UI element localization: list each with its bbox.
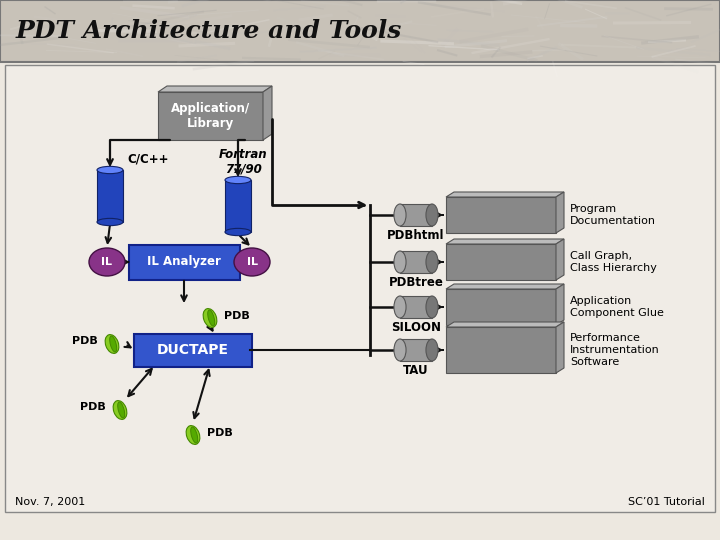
Polygon shape: [556, 284, 564, 325]
Polygon shape: [158, 86, 272, 92]
Text: Fortran
77/90: Fortran 77/90: [219, 148, 267, 176]
Ellipse shape: [89, 248, 125, 276]
Ellipse shape: [426, 296, 438, 318]
Text: Application/
Library: Application/ Library: [171, 102, 250, 130]
Text: PDB: PDB: [207, 428, 233, 438]
Bar: [0, 0, 720, 62]
Ellipse shape: [207, 310, 215, 326]
Bar: [446, 289, 556, 325]
FancyBboxPatch shape: [128, 245, 240, 280]
Text: IL: IL: [102, 257, 112, 267]
Text: IL Analyzer: IL Analyzer: [147, 255, 221, 268]
Bar: [5, 65, 715, 512]
Text: Call Graph,
Class Hierarchy: Call Graph, Class Hierarchy: [570, 251, 657, 273]
Polygon shape: [446, 239, 564, 244]
Bar: [400, 204, 432, 226]
Bar: [446, 244, 556, 280]
Polygon shape: [556, 322, 564, 373]
Ellipse shape: [394, 204, 406, 226]
Ellipse shape: [191, 427, 198, 443]
Bar: [400, 339, 432, 361]
Text: PDB: PDB: [224, 311, 250, 321]
Text: DUCTAPE: DUCTAPE: [156, 343, 228, 357]
Ellipse shape: [97, 166, 123, 174]
Ellipse shape: [117, 402, 125, 418]
Text: PDT Architecture and Tools: PDT Architecture and Tools: [16, 19, 402, 43]
Polygon shape: [556, 192, 564, 233]
Bar: [97, 170, 123, 222]
Ellipse shape: [113, 401, 127, 420]
Ellipse shape: [109, 336, 117, 352]
Polygon shape: [446, 322, 564, 327]
Ellipse shape: [203, 308, 217, 327]
Text: PDB: PDB: [72, 336, 98, 346]
Ellipse shape: [426, 251, 438, 273]
Ellipse shape: [394, 339, 406, 361]
Text: Performance
Instrumentation
Software: Performance Instrumentation Software: [570, 333, 660, 367]
Polygon shape: [446, 192, 564, 197]
Text: C/C++: C/C++: [127, 153, 168, 166]
Text: PDB: PDB: [80, 402, 106, 412]
Text: IL: IL: [246, 257, 258, 267]
Bar: [446, 327, 556, 373]
Ellipse shape: [426, 204, 438, 226]
Ellipse shape: [394, 296, 406, 318]
Text: TAU: TAU: [403, 364, 429, 377]
Bar: [400, 296, 432, 318]
Ellipse shape: [234, 248, 270, 276]
Bar: [400, 251, 432, 273]
Polygon shape: [446, 284, 564, 289]
FancyBboxPatch shape: [133, 334, 251, 367]
Ellipse shape: [186, 426, 200, 444]
Polygon shape: [263, 86, 272, 140]
Ellipse shape: [394, 251, 406, 273]
Text: Application
Component Glue: Application Component Glue: [570, 296, 664, 318]
Text: SC’01 Tutorial: SC’01 Tutorial: [628, 497, 705, 507]
Text: PDBhtml: PDBhtml: [387, 229, 445, 242]
Bar: [446, 197, 556, 233]
Polygon shape: [556, 239, 564, 280]
Text: Program
Documentation: Program Documentation: [570, 204, 656, 226]
Ellipse shape: [225, 177, 251, 184]
Text: SILOON: SILOON: [391, 321, 441, 334]
Bar: [225, 180, 251, 232]
Ellipse shape: [225, 228, 251, 235]
Bar: [158, 92, 263, 140]
Text: PDBtree: PDBtree: [389, 276, 444, 289]
Ellipse shape: [426, 339, 438, 361]
Text: Nov. 7, 2001: Nov. 7, 2001: [15, 497, 85, 507]
Ellipse shape: [105, 335, 119, 353]
Ellipse shape: [97, 218, 123, 226]
